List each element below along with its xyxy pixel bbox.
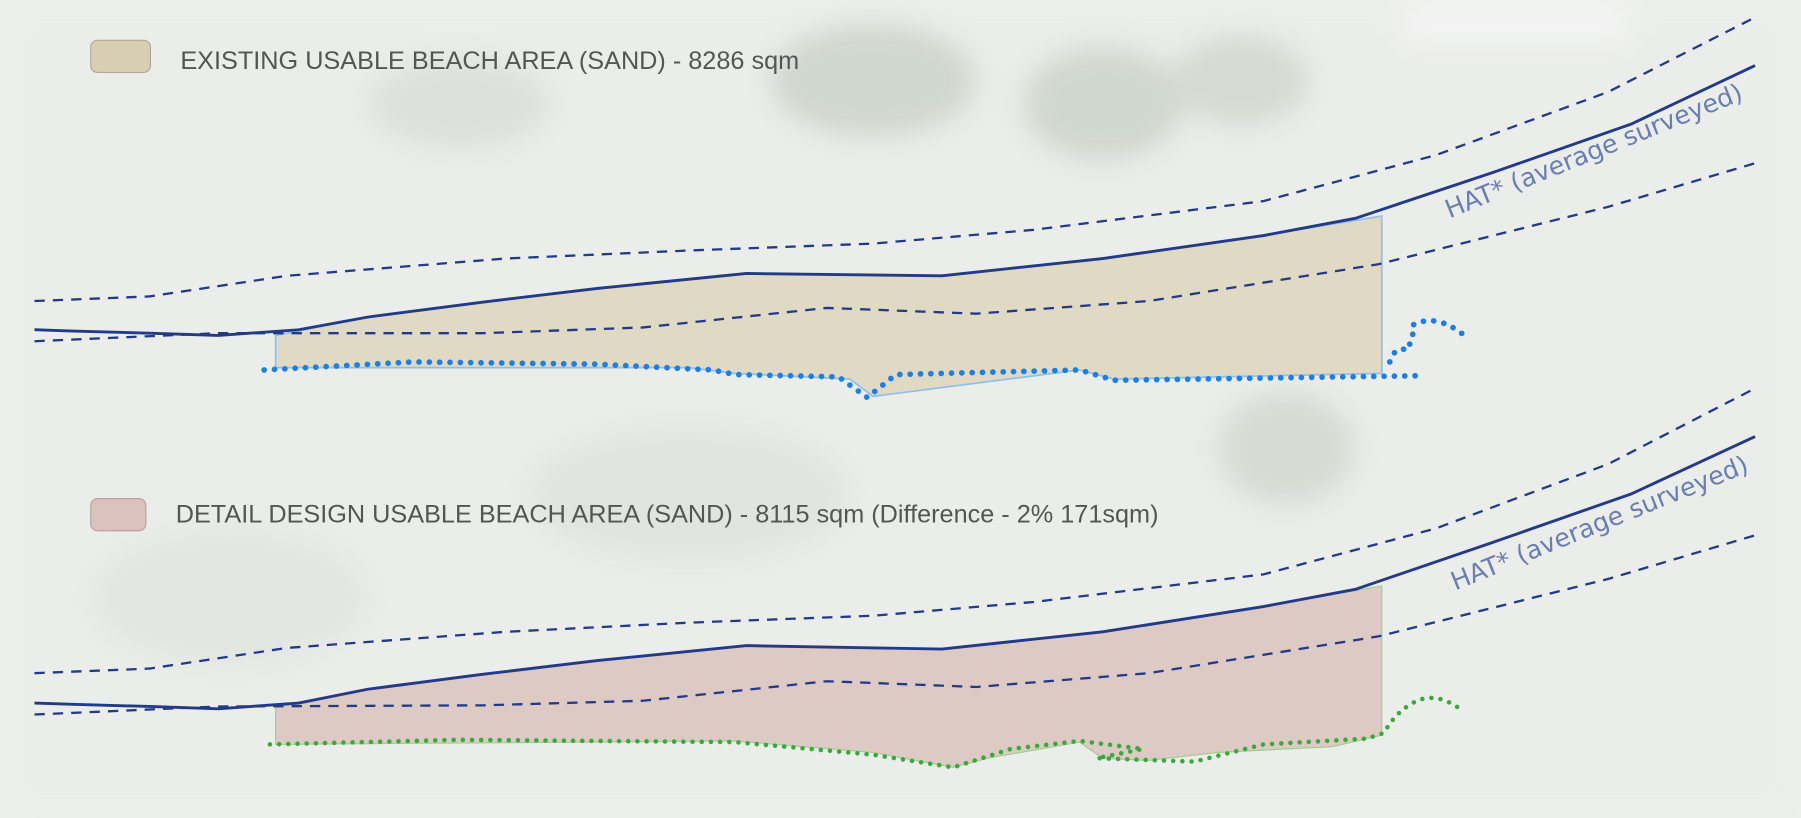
legend-swatch [91, 40, 151, 72]
legend-label: DETAIL DESIGN USABLE BEACH AREA (SAND) -… [176, 501, 1159, 529]
legend-label: EXISTING USABLE BEACH AREA (SAND) - 8286… [180, 47, 799, 75]
legend-swatch [91, 499, 146, 531]
beach-area-map: EXISTING USABLE BEACH AREA (SAND) - 8286… [0, 0, 1801, 818]
page: {"legend": [ {"label": "EXISTING USABLE … [0, 0, 1801, 818]
